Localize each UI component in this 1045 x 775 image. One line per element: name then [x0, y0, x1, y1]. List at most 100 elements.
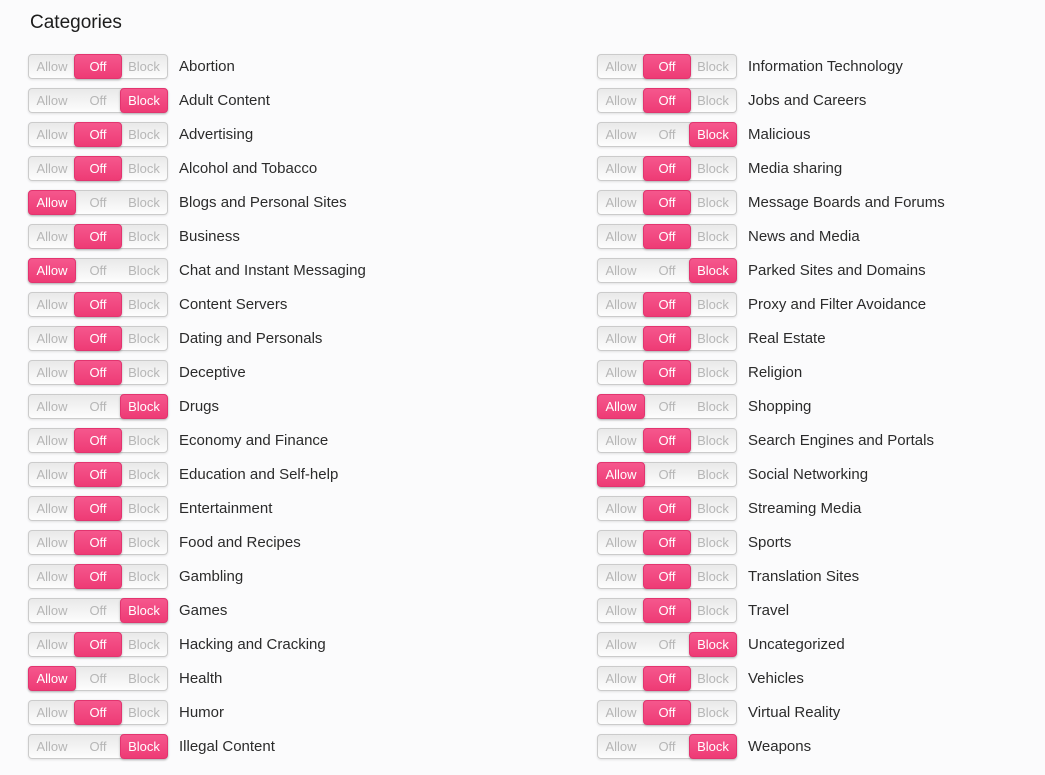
- off-button[interactable]: Off: [644, 735, 690, 758]
- off-button[interactable]: Off: [74, 631, 122, 657]
- off-button[interactable]: Off: [74, 529, 122, 555]
- off-button[interactable]: Off: [643, 665, 691, 691]
- allow-button[interactable]: Allow: [598, 633, 644, 656]
- block-button[interactable]: Block: [121, 633, 167, 656]
- allow-button[interactable]: Allow: [29, 327, 75, 350]
- allow-button[interactable]: Allow: [29, 89, 75, 112]
- allow-button[interactable]: Allow: [598, 735, 644, 758]
- off-button[interactable]: Off: [74, 427, 122, 453]
- allow-button[interactable]: Allow: [29, 157, 75, 180]
- block-button[interactable]: Block: [120, 87, 168, 113]
- off-button[interactable]: Off: [74, 223, 122, 249]
- off-button[interactable]: Off: [75, 89, 121, 112]
- allow-button[interactable]: Allow: [28, 257, 76, 283]
- off-button[interactable]: Off: [643, 53, 691, 79]
- block-button[interactable]: Block: [690, 497, 736, 520]
- allow-button[interactable]: Allow: [598, 259, 644, 282]
- off-button[interactable]: Off: [74, 359, 122, 385]
- block-button[interactable]: Block: [690, 429, 736, 452]
- off-button[interactable]: Off: [75, 735, 121, 758]
- allow-button[interactable]: Allow: [598, 667, 644, 690]
- off-button[interactable]: Off: [75, 191, 121, 214]
- off-button[interactable]: Off: [643, 699, 691, 725]
- allow-button[interactable]: Allow: [29, 531, 75, 554]
- off-button[interactable]: Off: [74, 325, 122, 351]
- off-button[interactable]: Off: [75, 259, 121, 282]
- block-button[interactable]: Block: [121, 191, 167, 214]
- block-button[interactable]: Block: [121, 327, 167, 350]
- allow-button[interactable]: Allow: [598, 429, 644, 452]
- allow-button[interactable]: Allow: [29, 599, 75, 622]
- off-button[interactable]: Off: [643, 359, 691, 385]
- off-button[interactable]: Off: [75, 599, 121, 622]
- block-button[interactable]: Block: [120, 597, 168, 623]
- block-button[interactable]: Block: [690, 463, 736, 486]
- allow-button[interactable]: Allow: [29, 497, 75, 520]
- allow-button[interactable]: Allow: [598, 701, 644, 724]
- off-button[interactable]: Off: [643, 427, 691, 453]
- off-button[interactable]: Off: [74, 121, 122, 147]
- allow-button[interactable]: Allow: [598, 157, 644, 180]
- block-button[interactable]: Block: [121, 225, 167, 248]
- block-button[interactable]: Block: [121, 667, 167, 690]
- off-button[interactable]: Off: [74, 495, 122, 521]
- off-button[interactable]: Off: [74, 291, 122, 317]
- block-button[interactable]: Block: [690, 157, 736, 180]
- allow-button[interactable]: Allow: [29, 735, 75, 758]
- block-button[interactable]: Block: [690, 599, 736, 622]
- off-button[interactable]: Off: [644, 123, 690, 146]
- block-button[interactable]: Block: [690, 667, 736, 690]
- block-button[interactable]: Block: [690, 395, 736, 418]
- off-button[interactable]: Off: [643, 189, 691, 215]
- block-button[interactable]: Block: [121, 259, 167, 282]
- block-button[interactable]: Block: [121, 361, 167, 384]
- block-button[interactable]: Block: [690, 361, 736, 384]
- allow-button[interactable]: Allow: [598, 327, 644, 350]
- allow-button[interactable]: Allow: [29, 565, 75, 588]
- allow-button[interactable]: Allow: [29, 225, 75, 248]
- allow-button[interactable]: Allow: [29, 293, 75, 316]
- allow-button[interactable]: Allow: [28, 665, 76, 691]
- allow-button[interactable]: Allow: [29, 361, 75, 384]
- block-button[interactable]: Block: [121, 701, 167, 724]
- allow-button[interactable]: Allow: [597, 461, 645, 487]
- block-button[interactable]: Block: [690, 531, 736, 554]
- off-button[interactable]: Off: [643, 87, 691, 113]
- block-button[interactable]: Block: [121, 55, 167, 78]
- block-button[interactable]: Block: [690, 565, 736, 588]
- off-button[interactable]: Off: [643, 155, 691, 181]
- allow-button[interactable]: Allow: [598, 123, 644, 146]
- allow-button[interactable]: Allow: [29, 429, 75, 452]
- block-button[interactable]: Block: [121, 123, 167, 146]
- allow-button[interactable]: Allow: [598, 55, 644, 78]
- block-button[interactable]: Block: [690, 191, 736, 214]
- block-button[interactable]: Block: [690, 89, 736, 112]
- off-button[interactable]: Off: [643, 597, 691, 623]
- allow-button[interactable]: Allow: [598, 89, 644, 112]
- block-button[interactable]: Block: [121, 293, 167, 316]
- off-button[interactable]: Off: [74, 699, 122, 725]
- off-button[interactable]: Off: [74, 53, 122, 79]
- allow-button[interactable]: Allow: [598, 599, 644, 622]
- block-button[interactable]: Block: [690, 225, 736, 248]
- block-button[interactable]: Block: [689, 257, 737, 283]
- block-button[interactable]: Block: [121, 429, 167, 452]
- off-button[interactable]: Off: [74, 461, 122, 487]
- block-button[interactable]: Block: [690, 293, 736, 316]
- block-button[interactable]: Block: [121, 497, 167, 520]
- allow-button[interactable]: Allow: [598, 225, 644, 248]
- off-button[interactable]: Off: [643, 291, 691, 317]
- allow-button[interactable]: Allow: [28, 189, 76, 215]
- allow-button[interactable]: Allow: [598, 565, 644, 588]
- allow-button[interactable]: Allow: [29, 395, 75, 418]
- allow-button[interactable]: Allow: [29, 701, 75, 724]
- block-button[interactable]: Block: [121, 565, 167, 588]
- block-button[interactable]: Block: [690, 327, 736, 350]
- allow-button[interactable]: Allow: [598, 497, 644, 520]
- block-button[interactable]: Block: [121, 463, 167, 486]
- allow-button[interactable]: Allow: [29, 55, 75, 78]
- block-button[interactable]: Block: [690, 55, 736, 78]
- off-button[interactable]: Off: [644, 633, 690, 656]
- block-button[interactable]: Block: [120, 393, 168, 419]
- off-button[interactable]: Off: [643, 325, 691, 351]
